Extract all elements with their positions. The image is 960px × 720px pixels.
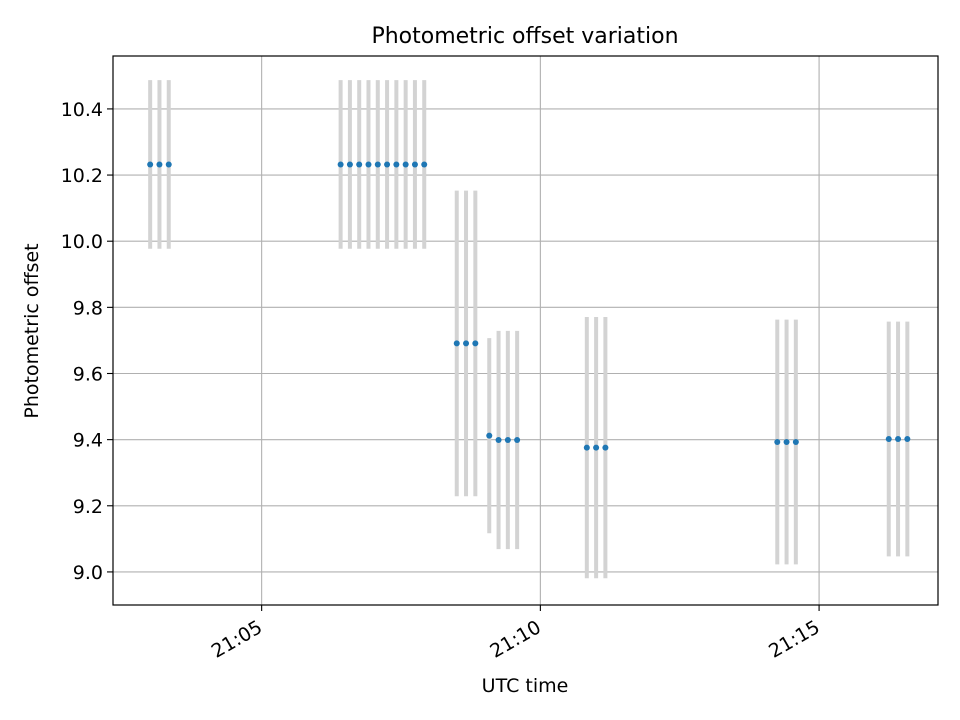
y-tick-label: 9.6 — [73, 363, 103, 385]
data-point — [393, 161, 400, 168]
data-point — [514, 436, 521, 443]
plot-frame — [112, 55, 939, 606]
data-point — [486, 432, 493, 439]
data-point — [453, 340, 460, 347]
data-point — [895, 435, 902, 442]
y-axis-label: Photometric offset — [21, 243, 43, 418]
data-point — [374, 161, 381, 168]
data-points — [147, 161, 911, 451]
data-point — [384, 161, 391, 168]
data-point — [602, 444, 609, 451]
data-point — [337, 161, 344, 168]
data-point — [156, 161, 163, 168]
y-tick-label: 10.2 — [61, 165, 103, 187]
y-axis-ticks: 9.0 9.2 9.4 9.6 9.8 10.0 10.2 10.4 — [61, 99, 113, 584]
data-point — [411, 161, 418, 168]
data-point — [165, 161, 172, 168]
y-tick-label: 9.4 — [73, 430, 103, 452]
data-point — [463, 340, 470, 347]
data-point — [504, 436, 511, 443]
data-point — [885, 435, 892, 442]
data-point — [365, 161, 372, 168]
data-point — [774, 438, 781, 445]
data-point — [472, 340, 479, 347]
data-point — [421, 161, 428, 168]
data-point — [783, 438, 790, 445]
data-point — [147, 161, 154, 168]
data-point — [583, 444, 590, 451]
data-point — [904, 435, 911, 442]
y-tick-label: 9.2 — [73, 496, 103, 518]
data-point — [402, 161, 409, 168]
data-point — [593, 444, 600, 451]
x-axis-label: UTC time — [482, 675, 569, 697]
y-tick-label: 9.0 — [73, 562, 103, 584]
data-point — [356, 161, 363, 168]
chart-title: Photometric offset variation — [371, 24, 678, 49]
data-point — [346, 161, 353, 168]
data-point — [792, 438, 799, 445]
y-tick-label: 9.8 — [73, 297, 103, 319]
data-point — [495, 436, 502, 443]
y-tick-label: 10.0 — [61, 231, 103, 253]
grid — [113, 56, 938, 605]
y-tick-label: 10.4 — [61, 99, 103, 121]
